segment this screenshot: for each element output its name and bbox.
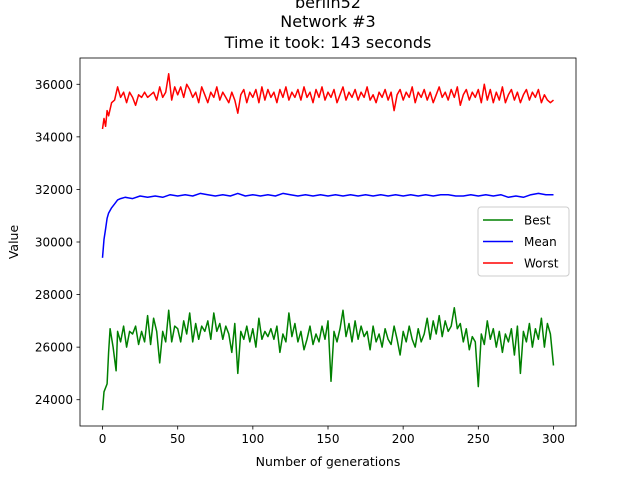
legend-box: [477, 206, 570, 277]
legend: Best Mean Worst: [477, 206, 570, 277]
y-tick-label: 26000: [35, 341, 73, 355]
x-axis: 0 50 100 150 200 250 300: [99, 426, 565, 446]
x-tick-label: 100: [241, 432, 264, 446]
y-tick-label: 34000: [35, 130, 73, 144]
x-tick-label: 150: [317, 432, 340, 446]
x-tick-label: 0: [99, 432, 107, 446]
series-line-mean: [101, 192, 554, 258]
y-axis: 24000 26000 28000 30000 32000 34000 36000: [35, 78, 80, 407]
y-axis-label: Value: [6, 225, 21, 260]
legend-label-best: Best: [524, 214, 551, 228]
chart-title-line-3: Time it took: 143 seconds: [224, 33, 432, 52]
y-tick-label: 24000: [35, 393, 73, 407]
legend-label-mean: Mean: [524, 235, 557, 249]
y-tick-label: 28000: [35, 288, 73, 302]
series-line-worst: [101, 73, 554, 130]
y-tick-label: 30000: [35, 236, 73, 250]
y-tick-label: 36000: [35, 78, 73, 92]
x-tick-label: 50: [170, 432, 185, 446]
series-line-best: [101, 306, 555, 411]
y-tick-label: 32000: [35, 183, 73, 197]
chart-title-line-1: berlin52: [295, 0, 361, 12]
chart-title-line-2: Network #3: [280, 12, 376, 31]
legend-label-worst: Worst: [524, 257, 559, 271]
x-tick-label: 250: [467, 432, 490, 446]
x-tick-label: 200: [392, 432, 415, 446]
x-tick-label: 300: [542, 432, 565, 446]
x-axis-label: Number of generations: [256, 454, 401, 469]
series-layer: [101, 73, 555, 411]
